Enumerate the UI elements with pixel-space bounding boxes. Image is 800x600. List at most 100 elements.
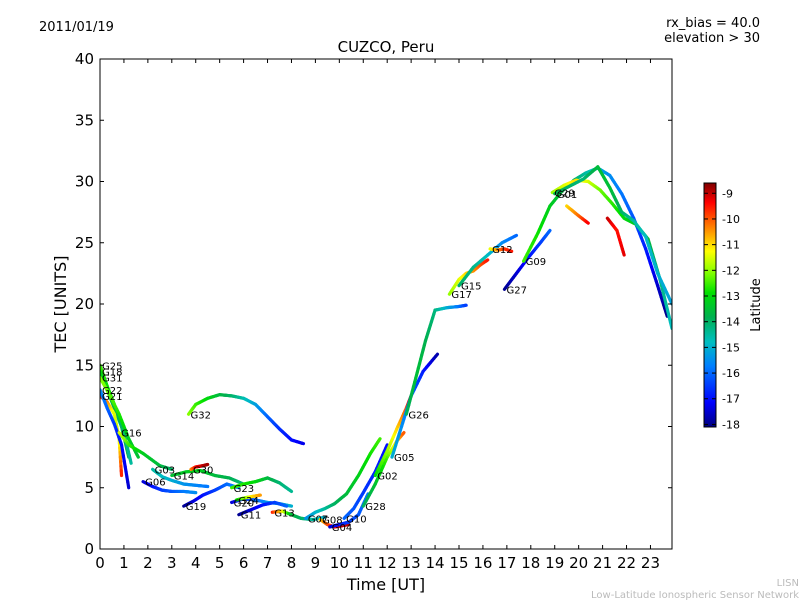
series-g22 bbox=[100, 388, 131, 490]
chart-title: CUZCO, Peru bbox=[338, 38, 435, 56]
y-tick-label: 25 bbox=[75, 234, 94, 252]
series-g09 bbox=[522, 166, 669, 318]
x-tick-label: 12 bbox=[378, 554, 397, 572]
colorbar-tick-label: -18 bbox=[722, 418, 740, 431]
x-tick-label: 18 bbox=[521, 554, 540, 572]
series-g01 bbox=[553, 165, 672, 306]
series-g23 bbox=[230, 476, 294, 494]
series-g13 bbox=[270, 509, 327, 522]
colorbar-tick-label: -9 bbox=[722, 187, 733, 200]
colorbar-tick-label: -13 bbox=[722, 290, 740, 303]
series-label: G14 bbox=[174, 472, 194, 483]
x-tick-label: 6 bbox=[239, 554, 249, 572]
series-label: G02 bbox=[377, 472, 397, 483]
x-tick-label: 22 bbox=[617, 554, 636, 572]
series-label: G03 bbox=[155, 465, 175, 476]
series-g14 bbox=[170, 469, 246, 486]
x-tick-label: 4 bbox=[191, 554, 201, 572]
footer-network: Low-Latitude Ionospheric Sensor Network bbox=[591, 590, 799, 600]
series-g32 bbox=[186, 393, 306, 446]
track-segment bbox=[135, 453, 140, 459]
series-label: G21 bbox=[102, 392, 122, 403]
series-label: G16 bbox=[121, 429, 141, 440]
series-g10 bbox=[342, 443, 389, 520]
series-label: G26 bbox=[408, 410, 428, 421]
y-axis-label: TEC [UNITS] bbox=[51, 256, 70, 354]
track-segment bbox=[126, 480, 131, 490]
colorbar-tick-label: -17 bbox=[722, 393, 740, 406]
series-label: G20 bbox=[234, 498, 254, 509]
x-tick-label: 7 bbox=[263, 554, 273, 572]
series-label: G09 bbox=[526, 257, 546, 268]
colorbar-label: Latitude bbox=[749, 278, 764, 332]
y-tick-label: 20 bbox=[75, 295, 94, 313]
series-g06 bbox=[141, 480, 198, 495]
series-label: G07 bbox=[308, 514, 328, 525]
series-label: G29 bbox=[554, 189, 574, 200]
series-g16 bbox=[117, 431, 174, 471]
series-label: G17 bbox=[451, 290, 471, 301]
series-label: G08 bbox=[322, 516, 342, 527]
x-tick-label: 3 bbox=[167, 554, 177, 572]
series-label: G25 bbox=[102, 361, 122, 372]
x-tick-label: 19 bbox=[545, 554, 564, 572]
series-label: G19 bbox=[186, 502, 206, 513]
colorbar-tick-label: -11 bbox=[722, 239, 740, 252]
series-label: G06 bbox=[145, 478, 165, 489]
series-g11 bbox=[237, 500, 289, 517]
track-segment bbox=[384, 443, 389, 450]
series-label: G22 bbox=[102, 386, 122, 397]
data-layer bbox=[100, 165, 672, 529]
x-tick-label: 21 bbox=[593, 554, 612, 572]
series-label: G23 bbox=[234, 484, 254, 495]
series-g26 bbox=[404, 303, 468, 416]
series-g24b bbox=[605, 216, 626, 257]
x-tick-label: 0 bbox=[95, 554, 105, 572]
colorbar-tick-label: -15 bbox=[722, 341, 740, 354]
x-axis-label: Time [UT] bbox=[346, 575, 425, 594]
series-label: G32 bbox=[191, 410, 211, 421]
series-label: G13 bbox=[274, 508, 294, 519]
series-label: G05 bbox=[394, 453, 414, 464]
y-tick-label: 30 bbox=[75, 173, 94, 191]
x-tick-label: 20 bbox=[569, 554, 588, 572]
x-tick-label: 15 bbox=[449, 554, 468, 572]
colorbar bbox=[703, 182, 717, 428]
x-tick-label: 23 bbox=[641, 554, 660, 572]
series-label: G12 bbox=[492, 245, 512, 256]
track-segment bbox=[585, 220, 590, 225]
y-tick-label: 10 bbox=[75, 418, 94, 436]
x-tick-label: 11 bbox=[354, 554, 373, 572]
track-segment bbox=[485, 258, 490, 263]
series-g15 bbox=[457, 233, 519, 288]
series-label: G11 bbox=[241, 511, 261, 522]
x-axis-ticks: 0 1 2 3 4 5 6 7 8 9 10 11 12 13 14 15 16 17 18 19 20 21 22 23 bbox=[95, 59, 660, 572]
series-label: G10 bbox=[346, 514, 366, 525]
series-labels: G25G18G31G21G22G16G06G03G14G30G32G19G23G… bbox=[102, 189, 577, 534]
colorbar-ticks: -9 -10 -11 -12 -13 -14 -15 -16 -17 -18 bbox=[704, 187, 740, 431]
series-label: G01 bbox=[557, 190, 577, 201]
x-tick-label: 13 bbox=[402, 554, 421, 572]
colorbar-tick-label: -14 bbox=[722, 316, 740, 329]
x-tick-label: 8 bbox=[287, 554, 297, 572]
series-g24 bbox=[234, 493, 262, 502]
series-label: G31 bbox=[102, 374, 122, 385]
series-label: G18 bbox=[102, 367, 122, 378]
x-tick-label: 17 bbox=[497, 554, 516, 572]
x-tick-label: 9 bbox=[311, 554, 321, 572]
x-tick-label: 14 bbox=[426, 554, 445, 572]
track-segment bbox=[128, 457, 133, 465]
date-label: 2011/01/19 bbox=[39, 20, 114, 35]
series-g12 bbox=[488, 247, 514, 253]
series-label: G24 bbox=[238, 496, 258, 507]
colorbar-tick-label: -16 bbox=[722, 367, 740, 380]
track-segment bbox=[664, 310, 669, 318]
track-segment bbox=[513, 233, 519, 238]
series-label: G28 bbox=[365, 502, 385, 513]
series-g05 bbox=[390, 352, 440, 459]
track-segment bbox=[401, 431, 406, 436]
track-segment bbox=[434, 352, 440, 358]
series-label: G30 bbox=[193, 465, 213, 476]
track-segment bbox=[621, 250, 626, 257]
